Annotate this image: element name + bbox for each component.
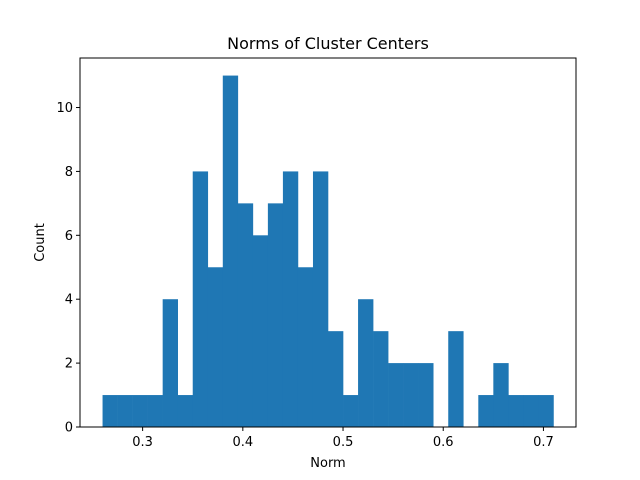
histogram-bar bbox=[297, 267, 314, 427]
histogram-bar bbox=[192, 171, 209, 427]
histogram-bar bbox=[102, 395, 118, 427]
histogram-bar bbox=[237, 203, 254, 427]
histogram-bar bbox=[147, 395, 163, 427]
histogram-bar bbox=[252, 235, 269, 427]
histogram-bar bbox=[177, 395, 194, 427]
x-tick-label: 0.4 bbox=[232, 435, 253, 450]
histogram-bar bbox=[538, 395, 554, 427]
chart-title: Norms of Cluster Centers bbox=[227, 34, 429, 53]
x-axis-label: Norm bbox=[310, 456, 345, 471]
histogram-bar bbox=[117, 395, 133, 427]
histogram-bar bbox=[403, 363, 419, 427]
histogram-bar bbox=[162, 299, 178, 427]
histogram-bar bbox=[373, 331, 389, 427]
histogram-bars bbox=[102, 75, 554, 427]
x-tick-label: 0.6 bbox=[433, 435, 454, 450]
x-tick-label: 0.3 bbox=[132, 435, 153, 450]
y-tick-label: 8 bbox=[65, 165, 73, 180]
x-tick-label: 0.7 bbox=[533, 435, 554, 450]
x-axis-ticks: 0.3 0.4 0.5 0.6 0.7 bbox=[132, 427, 554, 450]
histogram-bar bbox=[388, 363, 404, 427]
histogram-bar bbox=[282, 171, 299, 427]
histogram-bar bbox=[207, 267, 224, 427]
histogram-bar bbox=[343, 395, 359, 427]
histogram-bar bbox=[358, 299, 374, 427]
y-tick-label: 6 bbox=[65, 229, 73, 244]
histogram-bar bbox=[132, 395, 148, 427]
histogram-bar bbox=[328, 331, 344, 427]
y-tick-label: 4 bbox=[65, 293, 73, 308]
histogram-bar bbox=[493, 363, 509, 427]
histogram-bar bbox=[523, 395, 539, 427]
x-tick-label: 0.5 bbox=[333, 435, 354, 450]
histogram-bar bbox=[448, 331, 464, 427]
histogram-bar bbox=[312, 171, 329, 427]
histogram-bar bbox=[508, 395, 524, 427]
y-axis-label: Count bbox=[33, 223, 48, 262]
y-axis-ticks: 0 2 4 6 8 10 bbox=[56, 101, 80, 436]
histogram-bar bbox=[418, 363, 434, 427]
plot-frame bbox=[79, 57, 577, 428]
histogram-bar bbox=[222, 75, 239, 427]
y-tick-label: 10 bbox=[56, 101, 73, 116]
y-tick-label: 0 bbox=[65, 421, 73, 436]
y-tick-label: 2 bbox=[65, 357, 73, 372]
histogram-bar bbox=[478, 395, 494, 427]
histogram-bar bbox=[267, 203, 284, 427]
